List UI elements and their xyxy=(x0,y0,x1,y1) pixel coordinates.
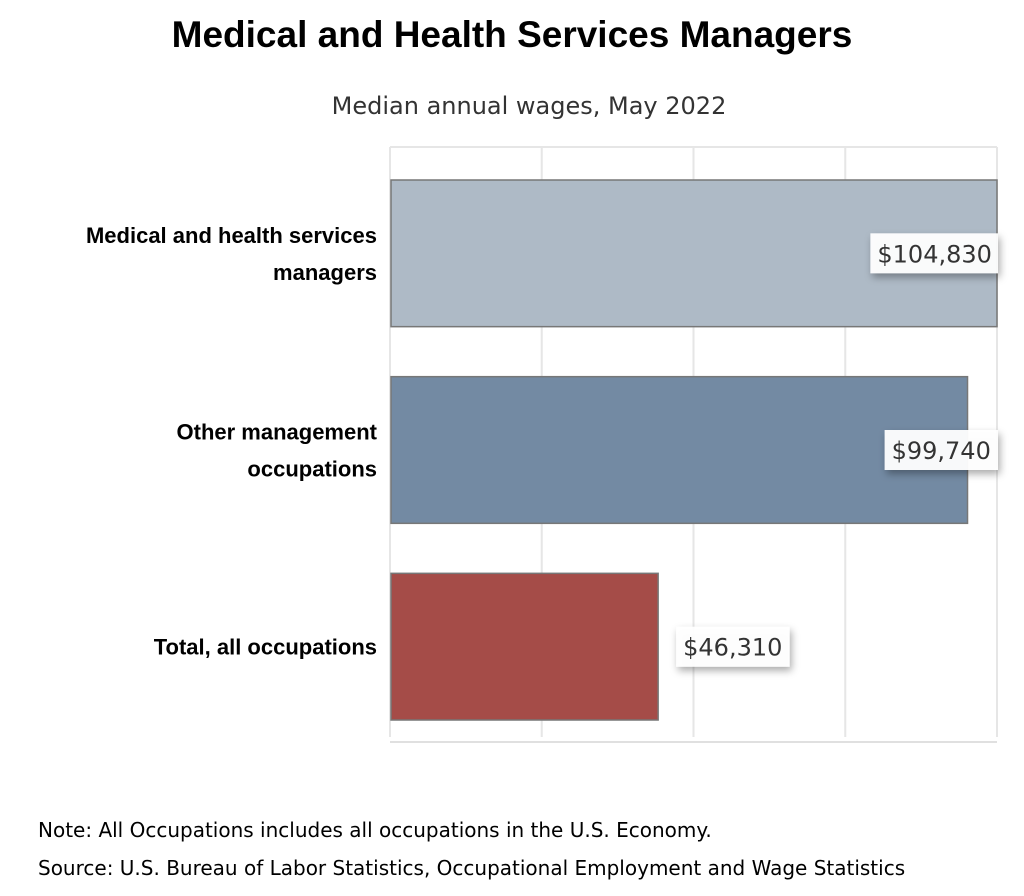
category-label: occupations xyxy=(247,457,377,482)
category-label: Other management xyxy=(177,420,378,445)
data-label-box xyxy=(884,430,998,470)
category-label: managers xyxy=(273,260,377,285)
data-label: $46,310 xyxy=(683,634,782,662)
chart-subtitle: Median annual wages, May 2022 xyxy=(331,92,727,120)
data-label-box xyxy=(870,233,998,274)
data-label: $104,830 xyxy=(877,240,992,268)
source-text: Source: U.S. Bureau of Labor Statistics,… xyxy=(38,856,906,880)
bar xyxy=(390,572,659,721)
category-label: Total, all occupations xyxy=(154,635,377,660)
bar xyxy=(390,375,969,525)
note-text: Note: All Occupations includes all occup… xyxy=(38,818,712,842)
data-label: $99,740 xyxy=(892,437,991,465)
category-label: Medical and health services xyxy=(86,223,377,248)
chart-title: Medical and Health Services Managers xyxy=(171,14,853,55)
data-label-box xyxy=(676,626,790,667)
